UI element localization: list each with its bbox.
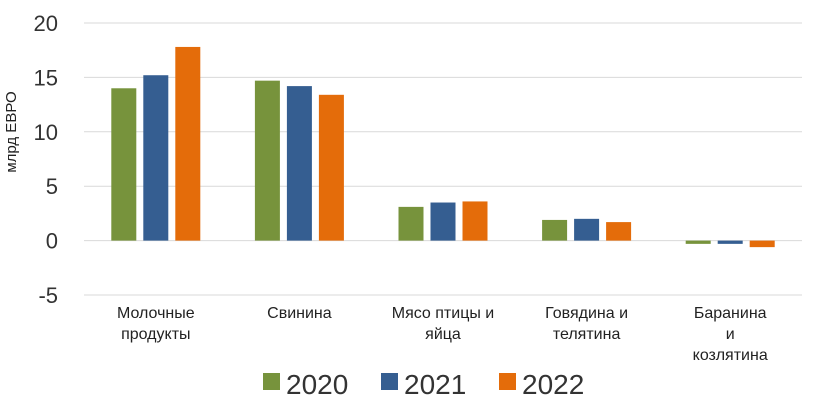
bar-2021-2 — [430, 202, 456, 241]
bars — [111, 46, 775, 248]
bar-2021-0 — [143, 75, 169, 241]
bar-2021-1 — [286, 86, 312, 241]
category-label: Молочные продукты — [117, 305, 195, 343]
y-tick-label: 20 — [34, 11, 58, 36]
x-axis-categories: Молочные продукты Свинина Мясо птицы и яйца Г… — [117, 305, 768, 364]
bar-2021-3 — [574, 218, 600, 241]
y-tick-label: 0 — [46, 229, 58, 254]
y-axis-ticks: -5 0 5 10 15 20 — [34, 11, 58, 308]
y-axis-label: млрд ЕВРО — [3, 91, 20, 172]
bar-2020-0 — [111, 88, 137, 241]
legend-swatch — [499, 373, 516, 390]
bar-2020-1 — [254, 80, 280, 241]
category-label: Свинина — [267, 305, 332, 322]
legend-label: 2020 — [286, 369, 348, 400]
bar-2022-1 — [318, 94, 344, 241]
gridlines — [84, 22, 802, 296]
bar-2020-2 — [398, 206, 424, 241]
bar-2022-3 — [606, 222, 632, 241]
legend: 2020 2021 2022 — [263, 369, 584, 400]
y-tick-label: 5 — [46, 174, 58, 199]
category-label: Мясо птицы и яйца — [392, 305, 495, 343]
y-tick-label: -5 — [38, 283, 58, 308]
category-label: Говядина и телятина — [545, 305, 628, 343]
bar-2020-4 — [685, 240, 711, 244]
legend-swatch — [381, 373, 398, 390]
legend-item-2020: 2020 — [263, 369, 348, 400]
y-tick-label: 10 — [34, 120, 58, 145]
category-label: Баранина и козлятина — [693, 305, 768, 364]
legend-item-2021: 2021 — [381, 369, 466, 400]
legend-label: 2021 — [404, 369, 466, 400]
y-tick-label: 15 — [34, 65, 58, 90]
bar-2021-4 — [717, 240, 743, 244]
bar-2022-4 — [749, 240, 775, 248]
bar-2022-0 — [175, 46, 201, 241]
bar-2020-3 — [542, 219, 568, 241]
legend-item-2022: 2022 — [499, 369, 584, 400]
bar-2022-2 — [462, 201, 488, 241]
legend-label: 2022 — [522, 369, 584, 400]
legend-swatch — [263, 373, 280, 390]
